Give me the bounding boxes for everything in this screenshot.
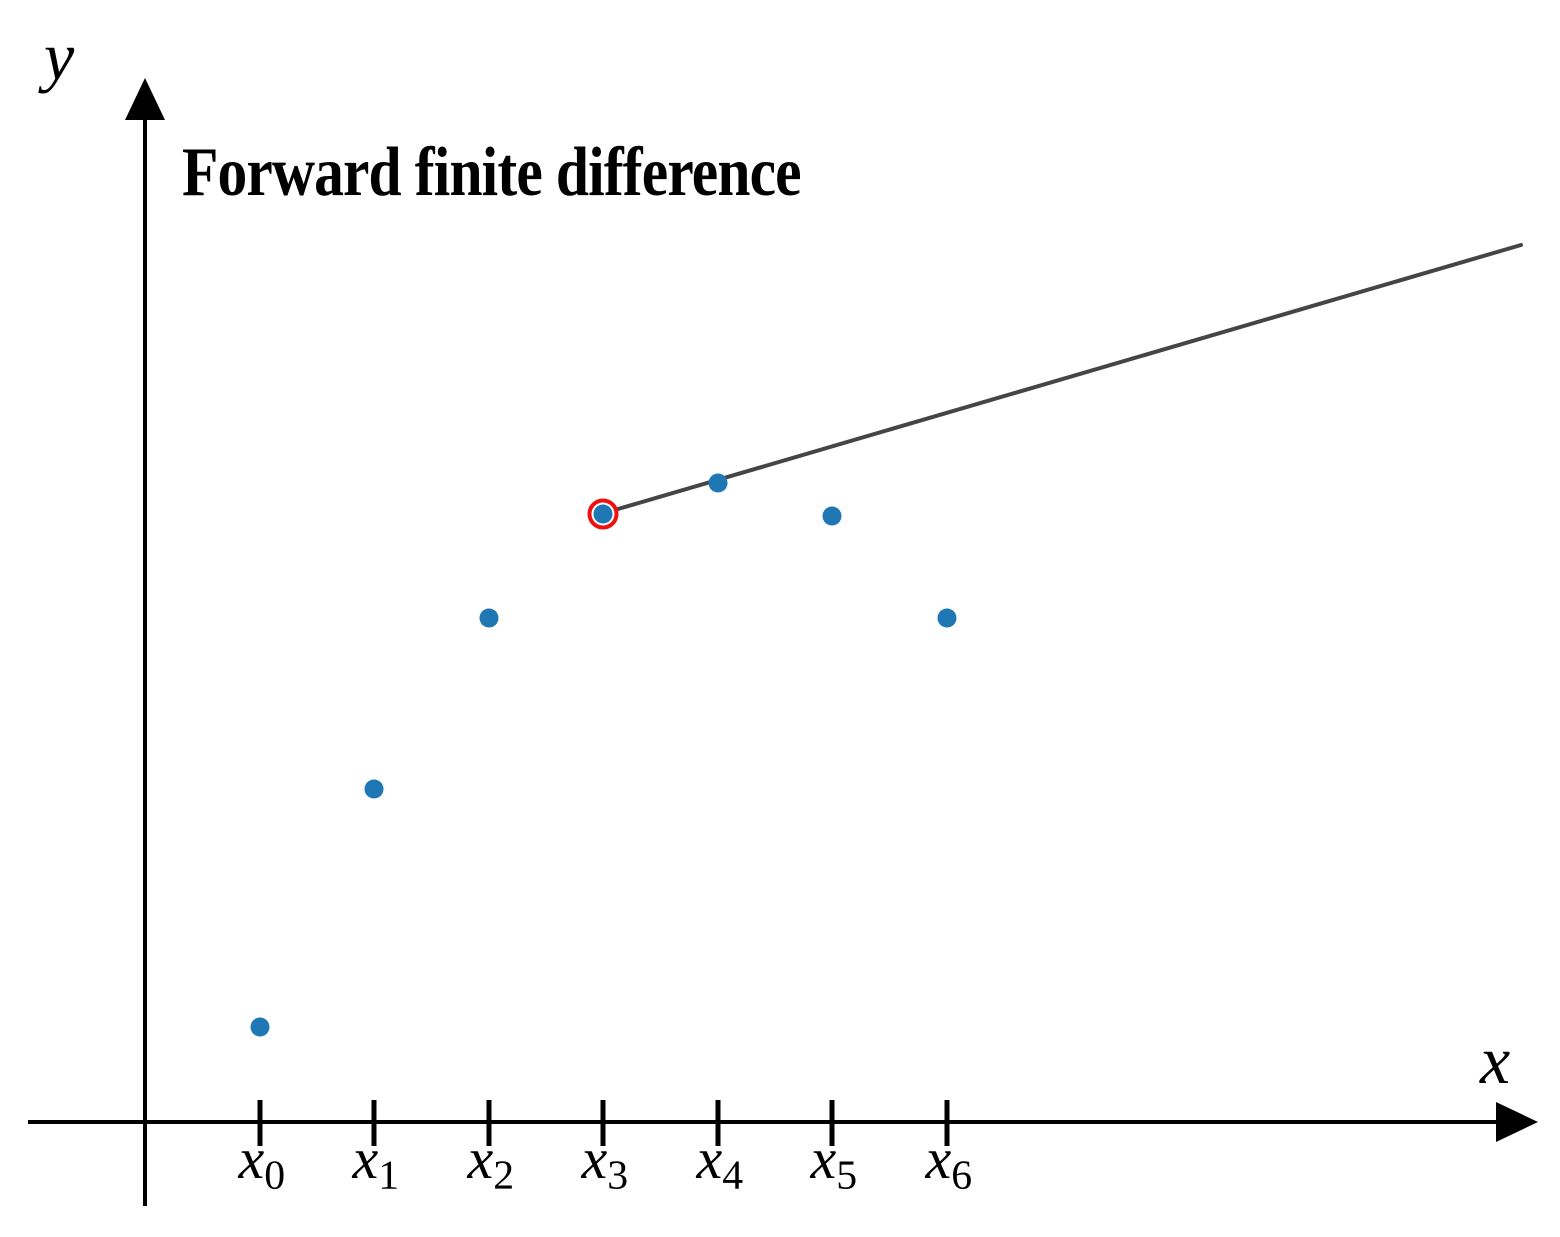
secant-line xyxy=(616,243,1523,511)
data-point-x2 xyxy=(479,608,499,628)
data-point-x5 xyxy=(822,506,842,526)
data-point-x1 xyxy=(364,779,384,799)
tick-label-x3: x3 xyxy=(582,1130,629,1197)
tick-label-subscript: 3 xyxy=(607,1152,629,1199)
tick-label-base: x xyxy=(352,1126,379,1191)
tick-label-x0: x0 xyxy=(239,1130,286,1197)
data-point-x6 xyxy=(937,608,957,628)
y-axis-arrowhead-icon xyxy=(125,78,165,120)
tick-label-subscript: 1 xyxy=(378,1152,400,1199)
data-point-x0 xyxy=(250,1017,270,1037)
data-point-x4 xyxy=(708,473,728,493)
tick-label-subscript: 6 xyxy=(951,1152,973,1199)
y-axis-label: y xyxy=(44,18,75,94)
tick-label-subscript: 5 xyxy=(836,1152,858,1199)
tick-label-base: x xyxy=(467,1126,494,1191)
tick-label-subscript: 4 xyxy=(722,1152,744,1199)
tick-label-base: x xyxy=(925,1126,952,1191)
tick-label-subscript: 2 xyxy=(493,1152,515,1199)
x-axis-arrowhead-icon xyxy=(1496,1102,1538,1142)
tick-label-x2: x2 xyxy=(468,1130,515,1197)
tick-label-x1: x1 xyxy=(353,1130,400,1197)
tick-label-base: x xyxy=(581,1126,608,1191)
highlight-ring xyxy=(587,498,619,530)
tick-label-base: x xyxy=(810,1126,837,1191)
tick-label-x4: x4 xyxy=(697,1130,744,1197)
tick-label-base: x xyxy=(696,1126,723,1191)
data-point-x3 xyxy=(593,504,613,524)
tick-label-x5: x5 xyxy=(811,1130,858,1197)
x-axis-label: x xyxy=(1480,1022,1511,1098)
tick-label-base: x xyxy=(238,1126,265,1191)
tick-label-x6: x6 xyxy=(926,1130,973,1197)
chart-title: Forward finite difference xyxy=(182,134,802,211)
tick-label-subscript: 0 xyxy=(264,1152,286,1199)
